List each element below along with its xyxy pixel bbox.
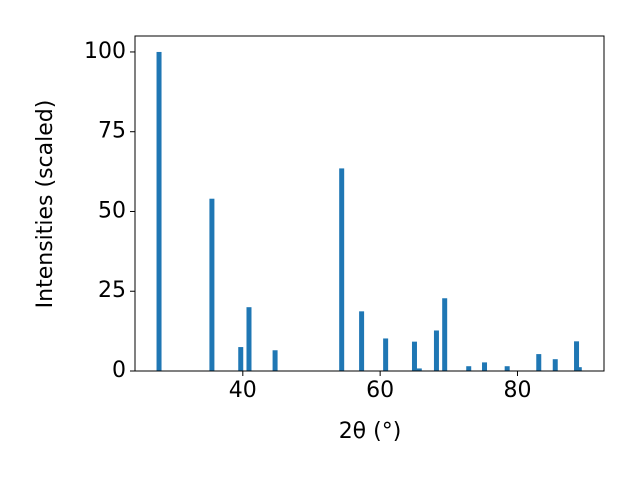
x-tick-label: 60 bbox=[366, 378, 394, 403]
bar bbox=[482, 362, 488, 371]
bar bbox=[359, 311, 365, 371]
bar bbox=[339, 168, 345, 371]
bar bbox=[416, 368, 422, 371]
x-tick-label: 80 bbox=[503, 378, 531, 403]
x-tick-label: 40 bbox=[229, 378, 257, 403]
bar bbox=[442, 298, 448, 371]
y-tick-label: 100 bbox=[84, 39, 126, 64]
bar bbox=[209, 198, 215, 371]
y-axis-label: Intensities (scaled) bbox=[33, 100, 58, 309]
x-axis-label: 2θ (°) bbox=[339, 419, 402, 444]
bar bbox=[156, 51, 162, 371]
bar bbox=[504, 366, 510, 371]
bar bbox=[433, 330, 439, 371]
bar bbox=[238, 347, 244, 371]
y-tick-label: 50 bbox=[98, 198, 126, 223]
bar bbox=[466, 366, 472, 371]
bar bbox=[246, 307, 252, 371]
y-tick-label: 0 bbox=[112, 358, 126, 383]
bar bbox=[272, 350, 278, 371]
plot-frame bbox=[134, 35, 605, 372]
bar bbox=[576, 367, 582, 371]
bar bbox=[574, 341, 580, 371]
y-tick-label: 25 bbox=[98, 278, 126, 303]
bar bbox=[552, 359, 558, 371]
bar bbox=[383, 338, 389, 371]
y-tick-label: 75 bbox=[98, 119, 126, 144]
bar bbox=[536, 354, 542, 371]
bar bbox=[411, 341, 417, 371]
